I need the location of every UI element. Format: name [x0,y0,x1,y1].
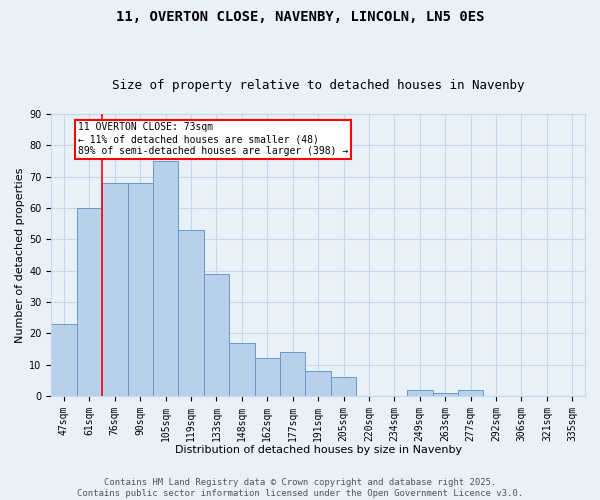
Bar [102,183,128,396]
Bar [331,377,356,396]
Bar [305,371,331,396]
X-axis label: Distribution of detached houses by size in Navenby: Distribution of detached houses by size … [175,445,461,455]
Bar [204,274,229,396]
Bar [254,358,280,396]
Bar [433,392,458,396]
Bar [128,183,153,396]
Title: Size of property relative to detached houses in Navenby: Size of property relative to detached ho… [112,79,524,92]
Bar [407,390,433,396]
Text: 11, OVERTON CLOSE, NAVENBY, LINCOLN, LN5 0ES: 11, OVERTON CLOSE, NAVENBY, LINCOLN, LN5… [116,10,484,24]
Text: Contains HM Land Registry data © Crown copyright and database right 2025.
Contai: Contains HM Land Registry data © Crown c… [77,478,523,498]
Bar [280,352,305,396]
Text: 11 OVERTON CLOSE: 73sqm
← 11% of detached houses are smaller (48)
89% of semi-de: 11 OVERTON CLOSE: 73sqm ← 11% of detache… [78,122,348,156]
Bar [153,161,178,396]
Bar [77,208,102,396]
Bar [178,230,204,396]
Bar [458,390,484,396]
Bar [229,342,254,396]
Bar [51,324,77,396]
Y-axis label: Number of detached properties: Number of detached properties [15,167,25,342]
